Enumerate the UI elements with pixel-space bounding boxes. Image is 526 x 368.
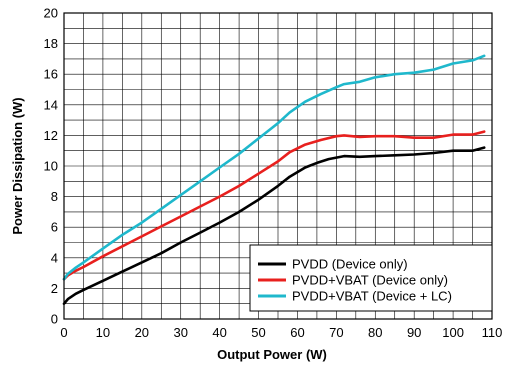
legend-box — [249, 244, 493, 312]
y-axis-label: Power Dissipation (W) — [10, 97, 25, 234]
x-tick-label: 100 — [442, 325, 464, 340]
x-tick-label: 80 — [368, 325, 382, 340]
y-tick-label: 2 — [51, 281, 58, 296]
x-tick-label: 30 — [173, 325, 187, 340]
x-tick-label: 20 — [135, 325, 149, 340]
y-tick-label: 6 — [51, 220, 58, 235]
x-tick-label: 70 — [329, 325, 343, 340]
y-tick-label: 8 — [51, 189, 58, 204]
x-tick-label: 0 — [60, 325, 67, 340]
y-tick-label: 16 — [44, 67, 58, 82]
x-tick-label: 90 — [407, 325, 421, 340]
y-tick-label: 18 — [44, 36, 58, 51]
series-line-1 — [62, 146, 486, 305]
y-tick-label: 14 — [44, 97, 58, 112]
legend-entry-pvdd-vbat: PVDD+VBAT (Device only) — [258, 273, 448, 288]
plot-frame — [63, 12, 493, 320]
legend-entry-pvdd-vbat-lc: PVDD+VBAT (Device + LC) — [258, 289, 452, 304]
y-tick-label: 20 — [44, 6, 58, 21]
x-tick-label: 10 — [96, 325, 110, 340]
legend-entry-pvdd: PVDD (Device only) — [258, 257, 408, 272]
x-tick-label: 110 — [482, 325, 503, 340]
x-tick-label: 40 — [212, 325, 226, 340]
series-line-2 — [62, 130, 486, 281]
tick-labels: 0 10 20 30 40 50 60 70 80 90 100 110 0 2 4 6 8 10 12 14 16 18… — [44, 6, 503, 341]
y-tick-label: 12 — [44, 128, 58, 143]
y-tick-label: 4 — [51, 250, 58, 265]
series-line-3 — [62, 54, 486, 281]
data-series — [62, 54, 486, 305]
y-tick-label: 10 — [44, 159, 58, 174]
legend-label-pvdd-vbat-lc: PVDD+VBAT (Device + LC) — [292, 289, 452, 304]
legend-label-pvdd-vbat: PVDD+VBAT (Device only) — [292, 273, 448, 288]
x-tick-label: 60 — [290, 325, 304, 340]
x-tick-label: 50 — [251, 325, 265, 340]
x-axis-label: Output Power (W) — [217, 347, 327, 362]
y-tick-label: 0 — [51, 312, 58, 327]
legend: PVDD (Device only) PVDD+VBAT (Device onl… — [249, 244, 493, 312]
legend-label-pvdd: PVDD (Device only) — [292, 257, 408, 272]
